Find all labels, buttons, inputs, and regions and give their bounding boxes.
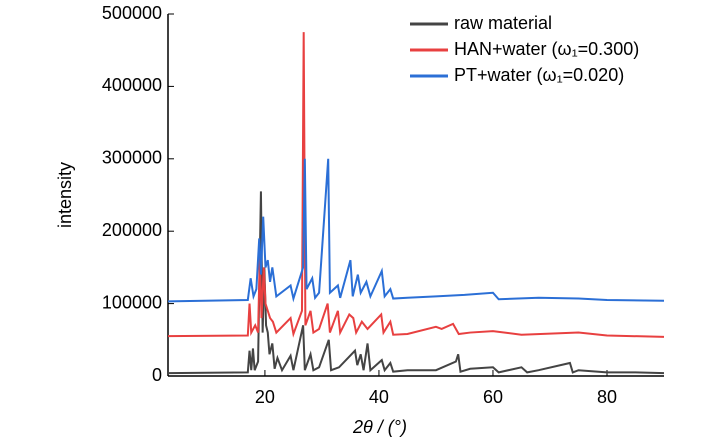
x-axis-label: 2θ / (°) xyxy=(352,417,407,437)
legend-label: PT+water (ω₁=0.020) xyxy=(454,65,624,85)
y-tick-label: 500000 xyxy=(102,3,162,23)
y-tick-label: 400000 xyxy=(102,75,162,95)
y-axis-label: intensity xyxy=(55,162,75,228)
legend-label: raw material xyxy=(454,13,552,33)
series-line xyxy=(167,158,665,303)
y-tick-label: 300000 xyxy=(102,148,162,168)
x-tick-label: 80 xyxy=(597,387,617,407)
legend-label: HAN+water (ω₁=0.300) xyxy=(454,39,639,59)
series-line xyxy=(167,191,665,375)
series-line xyxy=(167,32,665,338)
y-tick-label: 0 xyxy=(152,365,162,385)
x-tick-label: 20 xyxy=(255,387,275,407)
y-tick-label: 100000 xyxy=(102,292,162,312)
x-tick-label: 60 xyxy=(483,387,503,407)
x-tick-label: 40 xyxy=(369,387,389,407)
y-tick-label: 200000 xyxy=(102,220,162,240)
